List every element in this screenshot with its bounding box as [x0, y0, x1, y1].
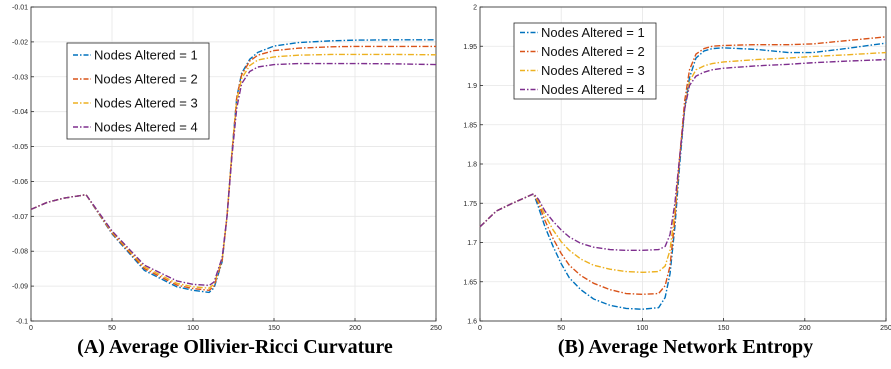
y-tick-label: 1.7 — [467, 240, 477, 247]
caption-panel-a: (A) Average Ollivier-Ricci Curvature — [77, 336, 393, 358]
x-tick-label: 50 — [108, 325, 116, 332]
y-tick-label: -0.07 — [12, 214, 28, 221]
y-tick-label: -0.05 — [12, 144, 28, 151]
legend-label-1: Nodes Altered = 1 — [94, 48, 198, 63]
y-tick-label: 1.95 — [463, 44, 477, 51]
figure-canvas: 0 50 100 150 200 250-0.1-0.09-0.08-0.07-0.06-… — [12, 5, 891, 333]
x-tick-label: 250 — [430, 325, 442, 332]
x-tick-label: 50 — [557, 325, 565, 332]
series-line-4 — [30, 62, 437, 287]
y-tick-label: 1.8 — [467, 162, 477, 169]
legend: Nodes Altered = 1 Nodes Altered = 2 Nodes … — [513, 22, 657, 100]
x-tick-label: 150 — [718, 325, 730, 332]
y-tick-label: -0.04 — [12, 109, 28, 116]
y-tick-label: 1.6 — [467, 319, 477, 326]
series-line-2 — [479, 36, 887, 296]
y-tick-label: 1.75 — [463, 201, 477, 208]
x-tick-label: 0 — [478, 325, 482, 332]
legend-box — [66, 42, 210, 140]
x-tick-label: 200 — [349, 325, 361, 332]
y-tick-label: -0.01 — [12, 5, 28, 12]
chart-panel-b: 0 50 100 150 200 250 1.6 1.65 1.7 1.75 1.8 1.85 1.9 1… — [463, 5, 891, 333]
series-line-2 — [30, 45, 436, 291]
x-tick-label: 100 — [637, 325, 649, 332]
legend-label-3: Nodes Altered = 3 — [94, 96, 198, 111]
series-line-4 — [479, 58, 887, 252]
y-tick-label: -0.03 — [12, 74, 28, 81]
legend-label-4: Nodes Altered = 4 — [94, 120, 198, 135]
plot-area-frame — [30, 6, 437, 322]
legend-label-2: Nodes Altered = 2 — [94, 72, 198, 87]
series-line-3 — [479, 51, 887, 274]
y-tick-label: -0.02 — [12, 39, 28, 46]
x-tick-label: 250 — [880, 325, 891, 332]
x-tick-label: 0 — [29, 325, 33, 332]
x-tick-label: 100 — [187, 325, 199, 332]
y-tick-label: -0.09 — [12, 284, 28, 291]
legend-label-1: Nodes Altered = 1 — [541, 25, 645, 40]
caption-panel-b: (B) Average Network Entropy — [557, 336, 814, 358]
y-tick-label: 1.85 — [463, 122, 477, 129]
y-tick-label: 1.65 — [463, 279, 477, 286]
y-tick-label: -0.1 — [16, 319, 28, 326]
y-tick-label: -0.06 — [12, 179, 28, 186]
legend-label-3: Nodes Altered = 3 — [541, 63, 645, 78]
legend-label-2: Nodes Altered = 2 — [541, 44, 645, 59]
y-tick-label: 2 — [473, 5, 477, 12]
y-tick-label: 1.9 — [467, 83, 477, 90]
legend-box — [513, 22, 657, 100]
legend: Nodes Altered = 1 Nodes Altered = 2 Nodes … — [66, 42, 210, 140]
y-tick-label: -0.08 — [12, 249, 28, 256]
legend-label-4: Nodes Altered = 4 — [541, 82, 645, 97]
x-tick-label: 150 — [268, 325, 280, 332]
series-line-1 — [479, 42, 887, 310]
chart-panel-a: 0 50 100 150 200 250 -0.1 -0.09 -0.08 -0.07 -0.06 -… — [12, 5, 442, 333]
x-tick-label: 200 — [799, 325, 811, 332]
series-line-3 — [30, 53, 437, 289]
